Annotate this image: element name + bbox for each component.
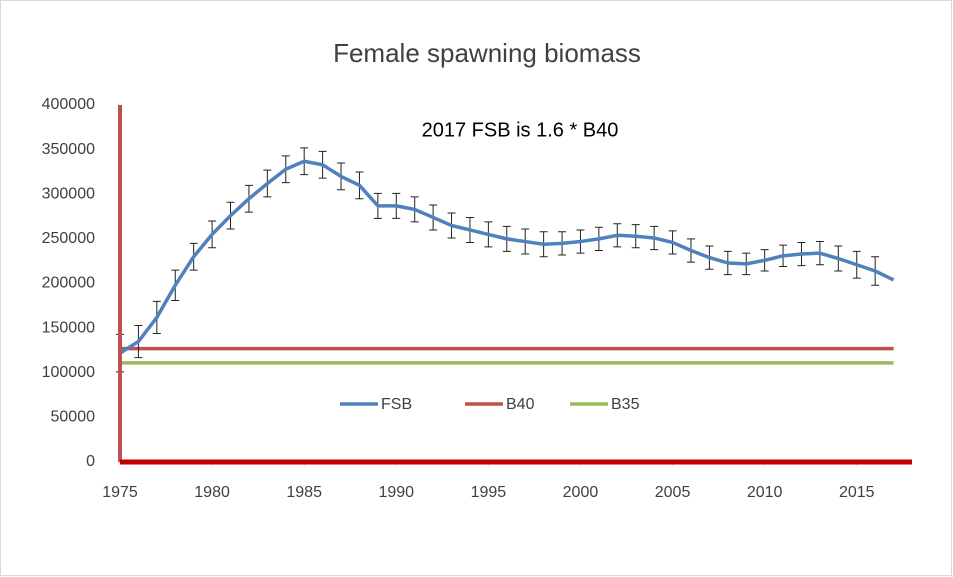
legend-label: B35 (611, 396, 640, 413)
y-tick-label: 250000 (42, 230, 95, 247)
y-tick-label: 150000 (42, 319, 95, 336)
chart-title: Female spawning biomass (333, 38, 641, 68)
y-tick-label: 400000 (42, 96, 95, 113)
x-tick-label: 1995 (471, 484, 507, 501)
x-tick-label: 2000 (563, 484, 599, 501)
x-tick-label: 1975 (102, 484, 138, 501)
y-tick-label: 50000 (51, 409, 96, 426)
y-tick-label: 0 (86, 453, 95, 470)
x-tick-label: 1990 (378, 484, 414, 501)
x-tick-label: 2015 (839, 484, 875, 501)
x-tick-label: 1985 (286, 484, 322, 501)
legend-label: FSB (381, 396, 412, 413)
y-tick-label: 300000 (42, 185, 95, 202)
legend-label: B40 (506, 396, 535, 413)
annotation: 2017 FSB is 1.6 * B40 (422, 119, 619, 141)
x-tick-label: 2010 (747, 484, 783, 501)
series-line (119, 159, 895, 355)
y-tick-label: 200000 (42, 275, 95, 292)
y-tick-label: 100000 (42, 364, 95, 381)
x-tick-label: 2005 (655, 484, 691, 501)
x-tick-label: 1980 (194, 484, 230, 501)
y-tick-label: 350000 (42, 141, 95, 158)
